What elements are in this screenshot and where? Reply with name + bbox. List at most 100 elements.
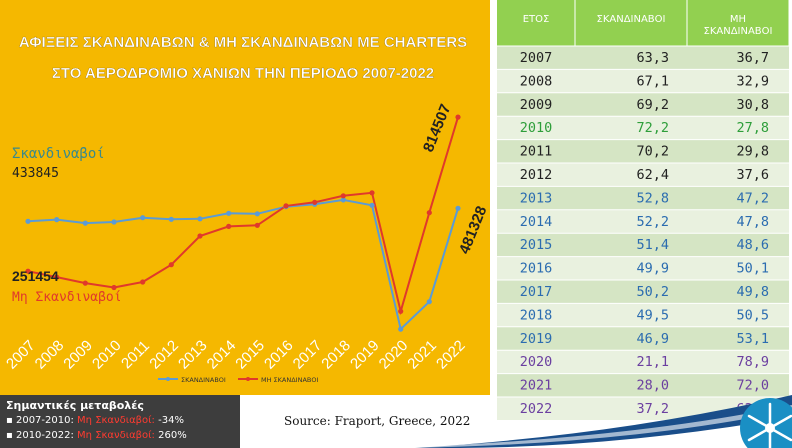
table-cell: 2009	[520, 97, 553, 113]
table-cell: 72,2	[636, 120, 669, 136]
table-cell: 30,8	[736, 97, 769, 113]
header-scandinavians: ΣΚΑΝΔΙΝΑΒΟΙ	[597, 14, 666, 25]
table-cell: 51,4	[636, 237, 669, 253]
data-point	[426, 299, 432, 305]
table-cell: 50,2	[636, 284, 669, 300]
table-cell: 2012	[520, 167, 553, 183]
series-points	[25, 114, 461, 332]
table-row	[497, 116, 789, 140]
x-tick-label: 2020	[376, 337, 412, 373]
data-point	[226, 210, 232, 216]
x-tick-label: 2022	[433, 337, 469, 373]
table-cell: 50,5	[736, 307, 769, 323]
table-cell: 72,0	[736, 378, 769, 394]
data-point	[140, 279, 146, 285]
decorative-stripe	[240, 395, 792, 448]
table-cell: 2021	[520, 378, 553, 394]
change-period: 2010-2022:	[15, 430, 74, 441]
data-point	[369, 202, 375, 208]
table-cell: 2007	[520, 50, 553, 66]
data-point	[168, 216, 174, 222]
legend-scand-label: ΣΚΑΝΔΙΝΑΒΟΙ	[181, 376, 226, 384]
table-cell: 29,8	[736, 144, 769, 160]
table-cell: 53,1	[736, 331, 769, 347]
data-point	[254, 222, 260, 228]
table-cell: 69,2	[636, 97, 669, 113]
x-tick-label: 2018	[318, 337, 354, 373]
header-year: ΕΤΟΣ	[523, 14, 550, 25]
change-value: -34%	[158, 415, 184, 426]
data-point	[455, 205, 461, 211]
table-cell: 78,9	[736, 354, 769, 370]
table-header	[497, 0, 789, 46]
series-line-0	[27, 198, 459, 332]
data-point	[111, 284, 117, 291]
data-point	[312, 199, 318, 205]
data-point	[25, 268, 31, 274]
chart-title-line-2: ΣΤΟ ΑΕΡΟΔΡΟΜΙΟ ΧΑΝΙΩΝ ΤΗΝ ΠΕΡΙΟΔΟ 2007-2…	[52, 65, 434, 82]
data-point	[25, 218, 31, 224]
table-row	[497, 46, 789, 70]
data-point	[226, 223, 232, 229]
table-row	[497, 69, 789, 93]
data-point	[426, 210, 432, 216]
data-point	[398, 308, 404, 314]
table-cell: 49,9	[636, 261, 669, 277]
data-point	[340, 193, 346, 199]
data-point	[168, 262, 174, 268]
table-cell: 2015	[520, 237, 553, 253]
x-tick-label: 2012	[146, 337, 182, 373]
table-cell: 48,6	[736, 237, 769, 253]
table-cell: 27,8	[736, 120, 769, 136]
table-cell: 2011	[520, 144, 553, 160]
legend-scand-marker	[166, 377, 170, 381]
line-chart: ΑΦΙΞΕΙΣ ΣΚΑΝΔΙΝΑΒΩΝ & ΜΗ ΣΚΑΝΔΙΝΑΒΩΝ ΜΕ …	[3, 34, 490, 384]
data-point	[369, 190, 375, 196]
changes-panel: Σημαντικές μεταβολές ▪ 2007-2010: Μη Σκα…	[0, 395, 240, 448]
x-tick-label: 2009	[60, 337, 96, 373]
x-tick-label: 2015	[232, 337, 268, 373]
x-tick-label: 2013	[175, 337, 211, 373]
change-label: Μη Σκανδιαβοί:	[77, 430, 155, 441]
table-cell: 63,3	[636, 50, 669, 66]
table-cell: 47,8	[736, 214, 769, 230]
table-row	[497, 233, 789, 257]
changes-title: Σημαντικές μεταβολές	[6, 399, 144, 412]
table-cell: 49,5	[636, 307, 669, 323]
table-cell: 46,9	[636, 331, 669, 347]
label-scand-end: 481328	[456, 204, 490, 257]
change-item: ▪ 2010-2022: Μη Σκανδιαβοί: 260%	[6, 430, 187, 441]
x-tick-label: 2017	[290, 337, 326, 373]
table-row	[497, 92, 789, 117]
header-non-scandinavians-line2: ΣΚΑΝΔΙΝΑΒΟΙ	[704, 26, 773, 37]
legend-non-label: ΜΗ ΣΚΑΝΔΙΝΑΒΟΙ	[261, 376, 318, 384]
label-non-start: 251454	[12, 268, 59, 284]
snowflake-logo-icon	[740, 398, 792, 448]
x-tick-label: 2008	[32, 337, 68, 373]
label-non-name: Μη Σκανδιναβοί	[12, 290, 122, 305]
table-cell: 52,8	[636, 190, 669, 206]
x-tick-label: 2016	[261, 337, 297, 373]
table-cell: 28,0	[636, 378, 669, 394]
table-cell: 21,1	[636, 354, 669, 370]
table-cell: 2018	[520, 307, 553, 323]
table-row	[497, 163, 789, 187]
series-line-1	[27, 116, 459, 316]
table-cell: 2019	[520, 331, 553, 347]
change-item: ▪ 2007-2010: Μη Σκανδιαβοί: -34%	[6, 415, 184, 426]
table-cell: 52,2	[636, 214, 669, 230]
data-point	[82, 280, 88, 286]
table-cell: 32,9	[736, 73, 769, 89]
table-cell: 2022	[520, 401, 553, 417]
data-point	[111, 219, 117, 225]
data-point	[197, 216, 203, 222]
chart-title-line-1: ΑΦΙΞΕΙΣ ΣΚΑΝΔΙΝΑΒΩΝ & ΜΗ ΣΚΑΝΔΙΝΑΒΩΝ ΜΕ …	[19, 34, 467, 51]
table-cell: 2020	[520, 354, 553, 370]
table-cell: 62,4	[636, 167, 669, 183]
legend-non-marker	[246, 377, 250, 381]
table-cell: 50,1	[736, 261, 769, 277]
table-row	[497, 186, 789, 210]
table-cell: 49,8	[736, 284, 769, 300]
table-cell: 37,6	[736, 167, 769, 183]
